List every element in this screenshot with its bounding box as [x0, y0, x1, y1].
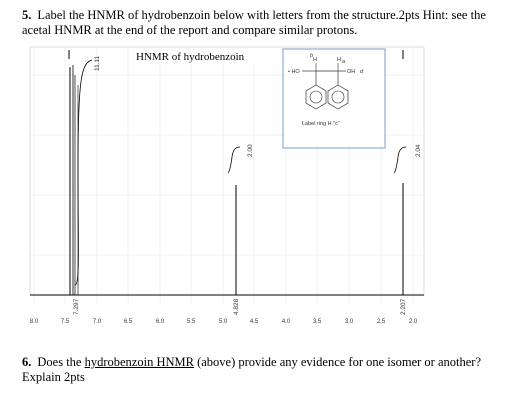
- spectrum-title: HNMR of hydrobenzoin: [136, 51, 245, 63]
- integration-curve: [74, 59, 93, 286]
- tick-label: 3.5: [313, 319, 322, 325]
- integration-value: 11.11: [94, 55, 101, 71]
- tick-label: 8.0: [30, 319, 39, 325]
- hnmr-spectrum: 8.0 7.5 7.0 6.5 6.0 5.5 5.0 4.5 4.0 3.5 …: [29, 46, 425, 325]
- tick-label: 2.0: [409, 319, 418, 325]
- ring-caption: Label ring H "c": [302, 121, 340, 127]
- peak-shift-label: 4.828: [233, 298, 240, 315]
- plot-grid: [29, 46, 425, 303]
- methine-h-right: H: [337, 57, 341, 63]
- tick-label: 4.0: [282, 319, 291, 325]
- tick-label: 7.0: [93, 319, 102, 325]
- tick-label: 6.5: [124, 319, 133, 325]
- methine-h-left: H: [313, 57, 317, 63]
- integration-value: 2.04: [415, 144, 422, 157]
- x-axis: 8.0 7.5 7.0 6.5 6.0 5.5 5.0 4.5 4.0 3.5 …: [30, 319, 418, 325]
- hydrobenzoin-structure: • HO OH d H b H a Label ring H "c": [282, 48, 386, 149]
- question-5-number: 5.: [22, 8, 32, 22]
- tick-label: 5.0: [219, 319, 228, 325]
- question-5: 5. Label the HNMR of hydrobenzoin below w…: [22, 8, 502, 38]
- peak-methine: 2.00 4.828: [227, 144, 254, 315]
- peak-aromatic: 11.11 7.297: [68, 50, 101, 315]
- question-6-underlined: hydrobenzoin HNMR: [84, 355, 194, 369]
- question-6-number: 6.: [22, 355, 32, 369]
- peak-shift-label: 2.207: [400, 298, 407, 315]
- methine-h-right-letter: a: [342, 59, 345, 65]
- question-6: 6. Does the hydrobenzoin HNMR (above) pro…: [22, 355, 492, 385]
- question-5-text: Label the HNMR of hydrobenzoin below wit…: [22, 8, 486, 37]
- methine-h-left-letter: b: [310, 53, 313, 59]
- question-6-text-before: Does the: [37, 355, 85, 369]
- tick-label: 6.0: [156, 319, 165, 325]
- tick-label: 4.5: [250, 319, 259, 325]
- tick-label: 2.5: [377, 319, 386, 325]
- integration-curve: [393, 146, 407, 174]
- integration-value: 2.00: [247, 144, 254, 157]
- peak-hydroxyl: 2.04 2.207: [393, 50, 422, 315]
- peak-shift-label: 7.297: [73, 298, 80, 315]
- hydroxyl-right-label: OH: [347, 69, 355, 75]
- benzene-ring-right: [327, 84, 349, 110]
- hydroxyl-left-label: • HO: [288, 69, 300, 75]
- benzene-ring-left: [305, 84, 327, 110]
- integration-curve: [227, 146, 241, 174]
- hydroxyl-right-letter: d: [360, 69, 364, 75]
- question-6-text-after: (above) provide any evidence for one iso…: [22, 355, 481, 384]
- tick-label: 7.5: [61, 319, 70, 325]
- tick-label: 3.0: [345, 319, 354, 325]
- tick-label: 5.5: [187, 319, 196, 325]
